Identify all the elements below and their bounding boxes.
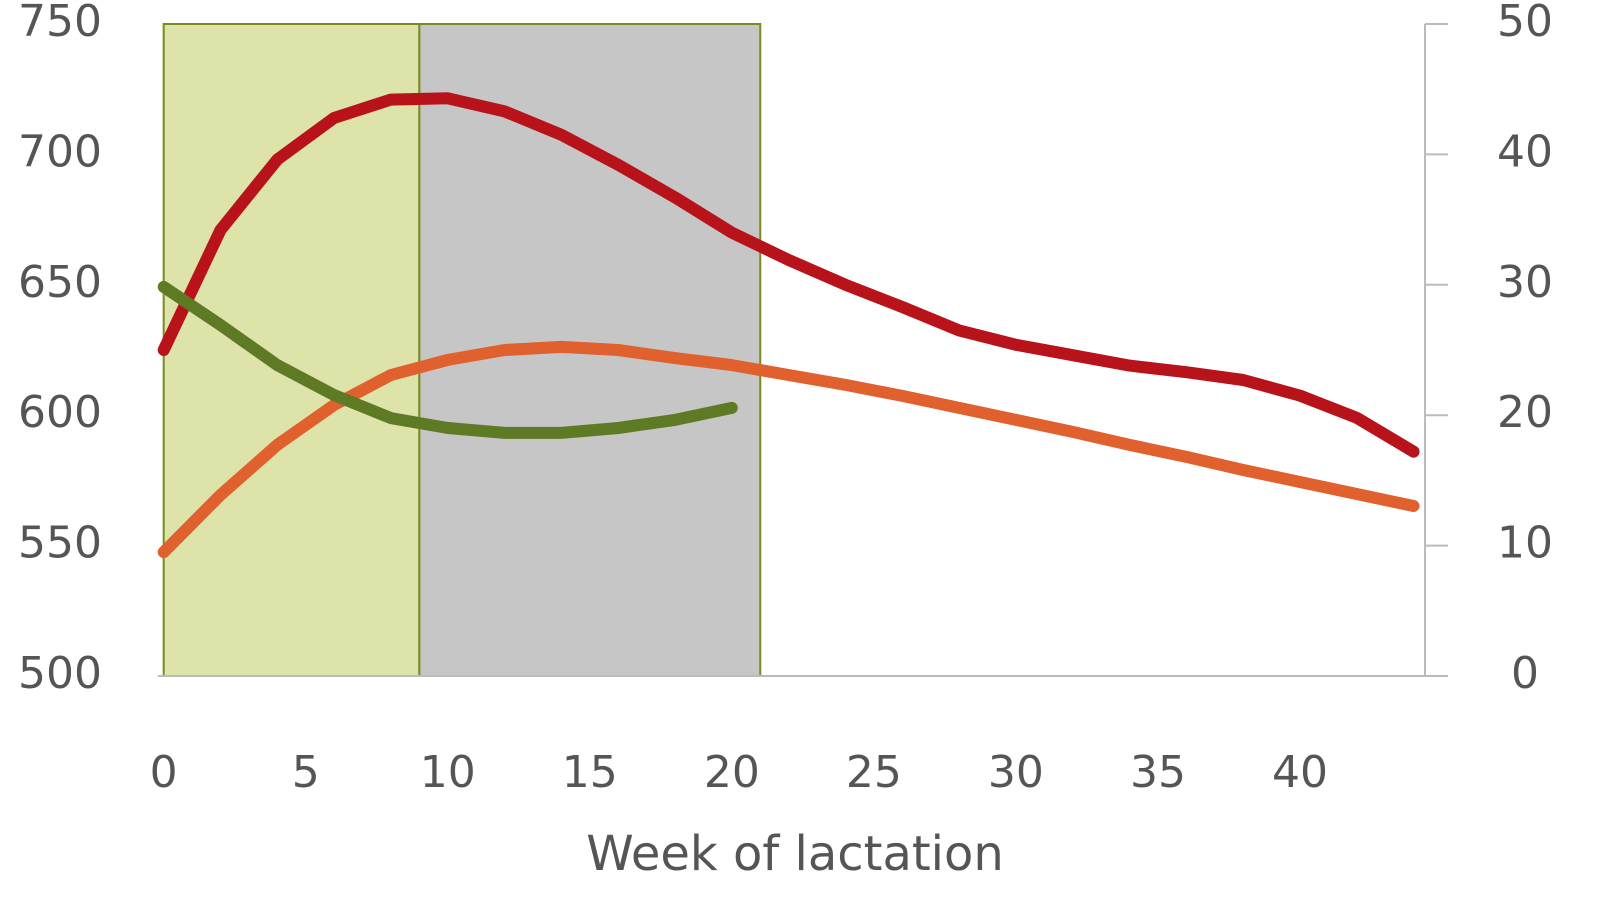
x-tick-label: 20 [704, 747, 760, 798]
y-tick-label: 600 [18, 387, 102, 438]
x-tick-label: 0 [150, 747, 178, 798]
y-tick-label: 500 [18, 648, 102, 699]
y2-tick-label: 50 [1497, 0, 1553, 47]
x-tick-label: 30 [988, 747, 1044, 798]
y2-tick-label: 40 [1497, 126, 1553, 177]
x-tick-label: 5 [292, 747, 320, 798]
y2-tick-label: 20 [1497, 387, 1553, 438]
shaded-region [164, 24, 420, 676]
x-tick-label: 35 [1130, 747, 1186, 798]
y2-tick-label: 10 [1497, 518, 1553, 569]
y-tick-label: 750 [18, 0, 102, 47]
y-tick-label: 650 [18, 257, 102, 308]
x-tick-label: 15 [562, 747, 618, 798]
x-axis-title: Week of lactation [586, 826, 1004, 882]
x-tick-label: 40 [1272, 747, 1328, 798]
y2-tick-label: 30 [1497, 257, 1553, 308]
y2-tick-label: 0 [1511, 648, 1539, 699]
chart: 5005506006507007500102030405005101520253… [0, 0, 1601, 903]
x-tick-label: 10 [420, 747, 476, 798]
x-tick-label: 25 [846, 747, 902, 798]
y-tick-label: 700 [18, 126, 102, 177]
y-tick-label: 550 [18, 518, 102, 569]
